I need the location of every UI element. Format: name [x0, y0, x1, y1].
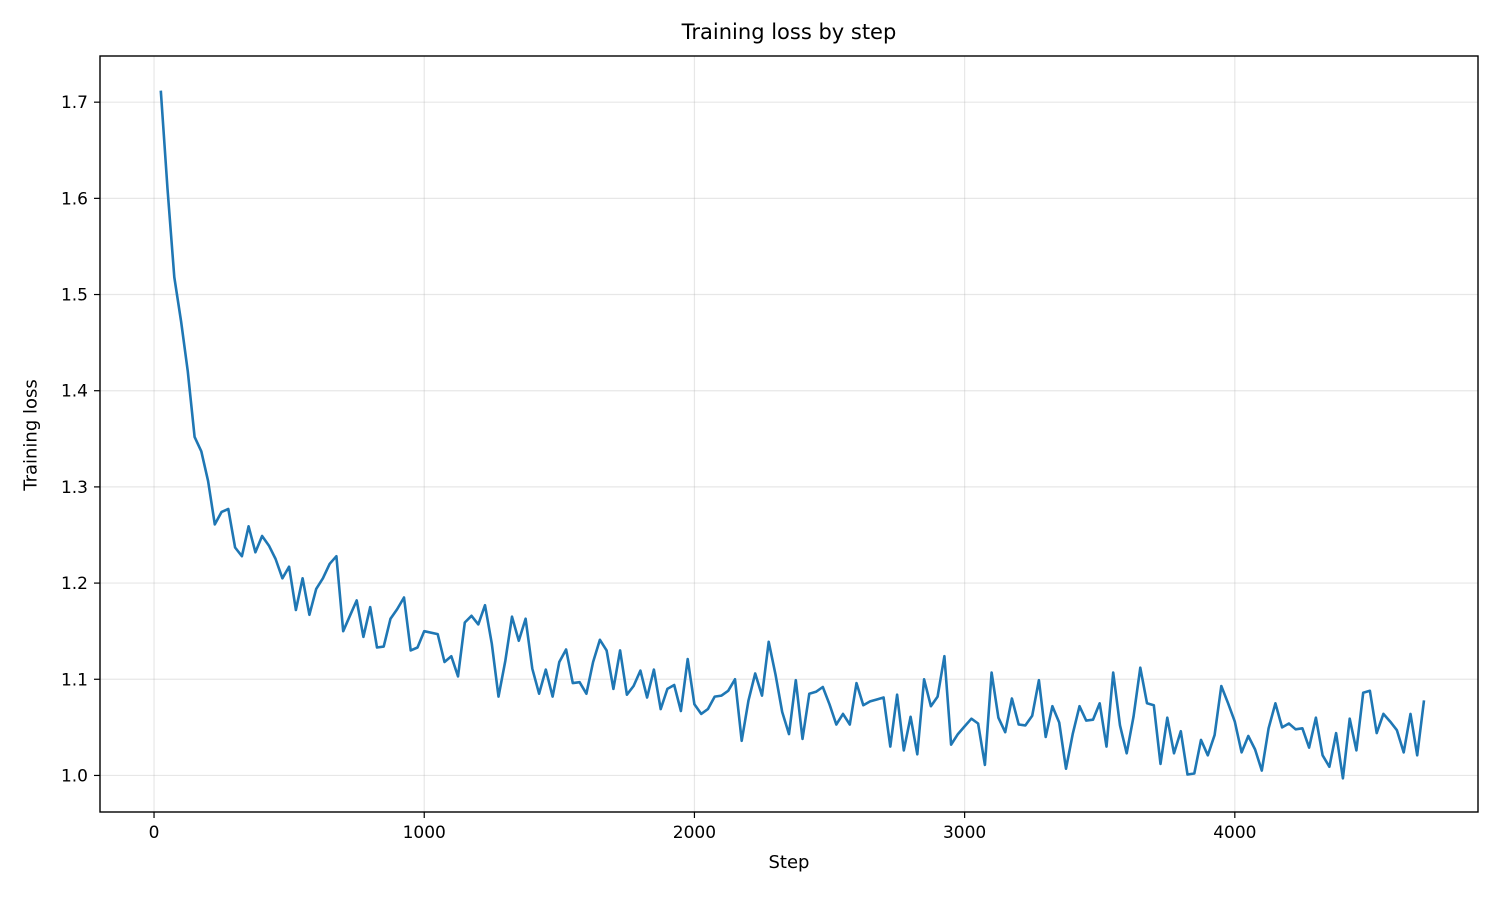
- axis-ticks: 0 1000 2000 3000 4000 1.0 1.1 1.2 1.3 1.4 1.5 1.6 1.…: [61, 93, 1257, 843]
- y-tick-label: 1.4: [61, 382, 88, 402]
- y-tick-label: 1.3: [61, 478, 88, 498]
- y-tick-label: 1.2: [61, 574, 88, 594]
- plot-frame: [99, 55, 1479, 813]
- y-tick-label: 1.0: [61, 766, 88, 786]
- y-tick-label: 1.1: [61, 670, 88, 690]
- y-tick-label: 1.5: [61, 286, 88, 306]
- grid-lines: [100, 56, 1478, 812]
- y-axis-label: Training loss: [20, 379, 42, 491]
- series-line: [159, 90, 1426, 780]
- x-tick-label: 0: [149, 823, 160, 843]
- y-tick-label: 1.6: [61, 189, 88, 209]
- x-tick-label: 1000: [403, 823, 446, 843]
- x-tick-label: 3000: [943, 823, 986, 843]
- x-tick-label: 2000: [673, 823, 716, 843]
- chart-title: Training loss by step: [681, 20, 897, 44]
- y-tick-label: 1.7: [61, 93, 88, 113]
- x-tick-label: 4000: [1213, 823, 1256, 843]
- series-line-layer: [159, 90, 1426, 780]
- x-axis-label: Step: [768, 852, 810, 873]
